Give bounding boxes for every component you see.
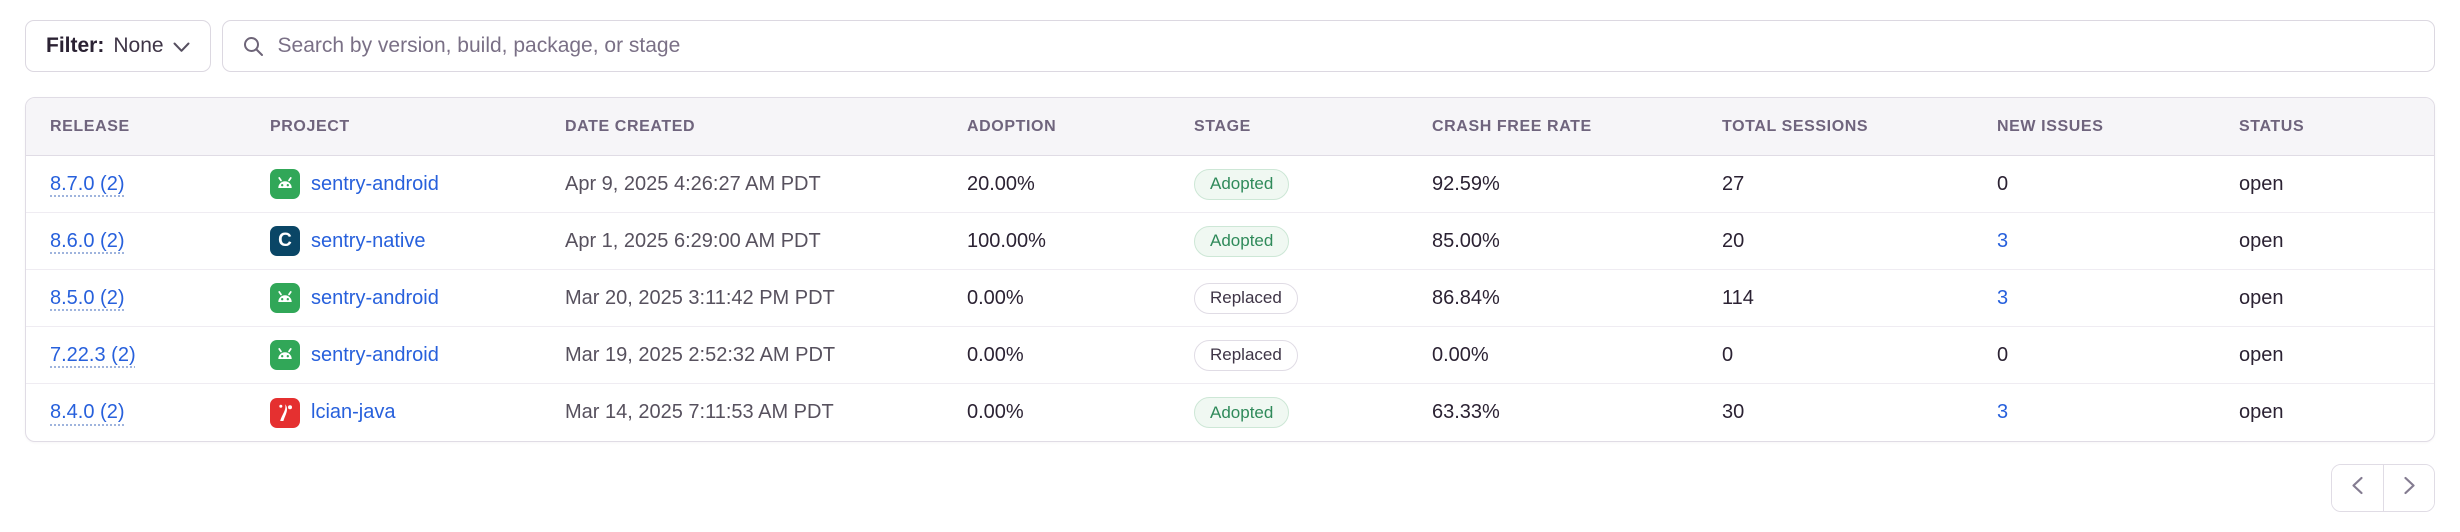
android-icon <box>270 340 300 370</box>
table-row: 8.5.0 (2) sentry-android Mar 20, 2025 3:… <box>26 270 2434 327</box>
status-cell: open <box>2239 343 2284 366</box>
adoption-cell: 0.00% <box>967 343 1024 366</box>
crash-free-rate-cell: 85.00% <box>1432 229 1500 252</box>
column-header-new-issues: New Issues <box>1997 117 2104 135</box>
column-header-stage: Stage <box>1194 117 1251 135</box>
releases-table: Release Project Date Created Adoption St… <box>25 97 2435 442</box>
stage-badge: Replaced <box>1194 339 1298 371</box>
total-sessions-cell: 114 <box>1722 286 1754 309</box>
total-sessions-cell: 27 <box>1722 172 1745 195</box>
new-issues-link[interactable]: 3 <box>1997 229 2009 252</box>
project-link[interactable]: sentry-android <box>311 343 439 366</box>
chevron-left-icon <box>2351 476 2364 500</box>
toolbar: Filter: None <box>25 20 2435 72</box>
table-header-row: Release Project Date Created Adoption St… <box>26 98 2434 156</box>
column-header-release: Release <box>50 117 130 135</box>
project-link[interactable]: sentry-native <box>311 229 426 252</box>
new-issues-cell: 0 <box>1997 172 2009 195</box>
release-link[interactable]: 8.7.0 (2) <box>50 172 125 195</box>
release-link[interactable]: 8.5.0 (2) <box>50 286 125 309</box>
project-link[interactable]: sentry-android <box>311 172 439 195</box>
crash-free-rate-cell: 86.84% <box>1432 286 1500 309</box>
column-header-status: Status <box>2239 117 2305 135</box>
status-cell: open <box>2239 229 2284 252</box>
table-row: 7.22.3 (2) sentry-android Mar 19, 2025 2… <box>26 327 2434 384</box>
total-sessions-cell: 30 <box>1722 401 1745 423</box>
date-created-cell: Mar 14, 2025 7:11:53 AM PDT <box>565 401 834 423</box>
filter-label: Filter: <box>46 34 105 57</box>
crash-free-rate-cell: 0.00% <box>1432 343 1489 366</box>
status-cell: open <box>2239 401 2284 423</box>
column-header-crash-free-rate: Crash Free Rate <box>1432 117 1592 135</box>
crash-free-rate-cell: 63.33% <box>1432 401 1500 423</box>
project-link[interactable]: lcian-java <box>311 401 396 423</box>
next-page-button[interactable] <box>2383 465 2434 511</box>
stage-badge: Adopted <box>1194 168 1290 200</box>
release-link[interactable]: 8.4.0 (2) <box>50 401 125 423</box>
new-issues-link[interactable]: 3 <box>1997 286 2009 309</box>
filter-value: None <box>113 34 164 57</box>
search-bar[interactable] <box>221 20 2435 72</box>
adoption-cell: 20.00% <box>967 172 1035 195</box>
column-header-adoption: Adoption <box>967 117 1057 135</box>
new-issues-link[interactable]: 3 <box>1997 401 2009 423</box>
column-header-date-created: Date Created <box>565 117 696 135</box>
previous-page-button[interactable] <box>2332 465 2383 511</box>
stage-badge: Replaced <box>1194 282 1298 314</box>
table-row: 8.4.0 (2) lcian-java Mar 14, 2025 7:11:5… <box>26 384 2434 441</box>
table-row: 8.7.0 (2) sentry-android Apr 9, 2025 4:2… <box>26 156 2434 213</box>
android-icon <box>270 283 300 313</box>
pagination <box>2331 464 2435 512</box>
android-icon <box>270 169 300 199</box>
date-created-cell: Apr 1, 2025 6:29:00 AM PDT <box>565 229 821 252</box>
date-created-cell: Mar 20, 2025 3:11:42 PM PDT <box>565 286 835 309</box>
column-header-project: Project <box>270 117 350 135</box>
adoption-cell: 0.00% <box>967 286 1024 309</box>
release-link[interactable]: 8.6.0 (2) <box>50 229 125 252</box>
stage-badge: Adopted <box>1194 225 1290 257</box>
filter-dropdown[interactable]: Filter: None <box>25 20 211 72</box>
adoption-cell: 0.00% <box>967 401 1024 423</box>
status-cell: open <box>2239 172 2284 195</box>
status-cell: open <box>2239 286 2284 309</box>
search-input[interactable] <box>277 34 2416 58</box>
release-link[interactable]: 7.22.3 (2) <box>50 343 136 366</box>
crash-free-rate-cell: 92.59% <box>1432 172 1500 195</box>
c-native-icon: C <box>270 226 300 256</box>
total-sessions-cell: 20 <box>1722 229 1745 252</box>
column-header-total-sessions: Total Sessions <box>1722 117 1869 135</box>
new-issues-cell: 0 <box>1997 343 2009 366</box>
chevron-right-icon <box>2403 476 2416 500</box>
table-row: 8.6.0 (2) C sentry-native Apr 1, 2025 6:… <box>26 213 2434 270</box>
stage-badge: Adopted <box>1194 397 1290 428</box>
chevron-down-icon <box>173 42 190 53</box>
total-sessions-cell: 0 <box>1722 343 1734 366</box>
project-link[interactable]: sentry-android <box>311 286 439 309</box>
search-icon <box>241 34 265 58</box>
java-icon <box>270 397 300 428</box>
adoption-cell: 100.00% <box>967 229 1046 252</box>
date-created-cell: Apr 9, 2025 4:26:27 AM PDT <box>565 172 821 195</box>
date-created-cell: Mar 19, 2025 2:52:32 AM PDT <box>565 343 836 366</box>
